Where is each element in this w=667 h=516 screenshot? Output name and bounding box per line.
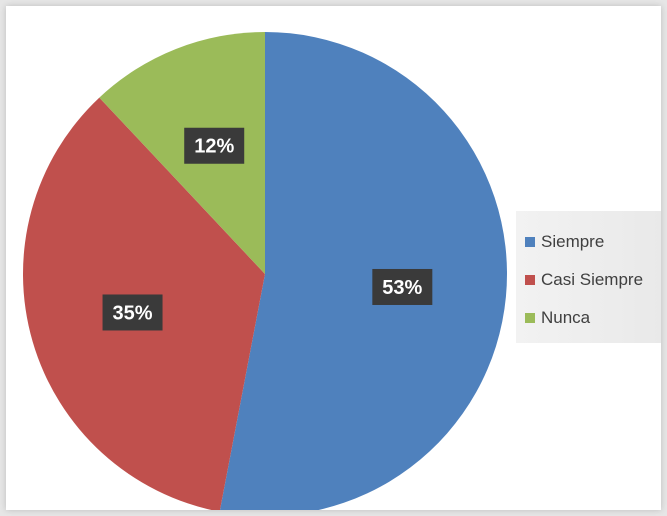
data-label-box [372,268,433,305]
data-label-text: 53% [382,277,422,299]
legend-label-casi-siempre: Casi Siempre [541,270,644,289]
legend-item-siempre: Siempre [525,223,661,261]
legend-item-nunca: Nunca [525,299,661,337]
data-label-box [102,294,163,331]
legend-swatch-siempre [525,237,535,247]
legend-swatch-nunca [525,313,535,323]
data-label-box [184,127,245,164]
data-label-text: 12% [194,136,234,158]
legend-item-casi-siempre: Casi Siempre [525,261,661,299]
legend: Siempre Casi Siempre Nunca [516,211,661,343]
data-label-casi-siempre: 35% [102,294,163,331]
pie-slice-nunca [99,32,265,274]
data-label-nunca: 12% [184,127,245,164]
data-label-siempre: 53% [372,268,433,305]
data-label-text: 35% [113,302,153,324]
pie-chart: 53% 35% 12% [23,32,507,510]
legend-label-siempre: Siempre [541,232,605,251]
chart-area: 53% 35% 12% Siempre Casi Siempre Nunca [6,6,661,510]
legend-label-nunca: Nunca [541,308,591,327]
pie-slice-siempre [219,32,507,510]
legend-swatch-casi-siempre [525,275,535,285]
